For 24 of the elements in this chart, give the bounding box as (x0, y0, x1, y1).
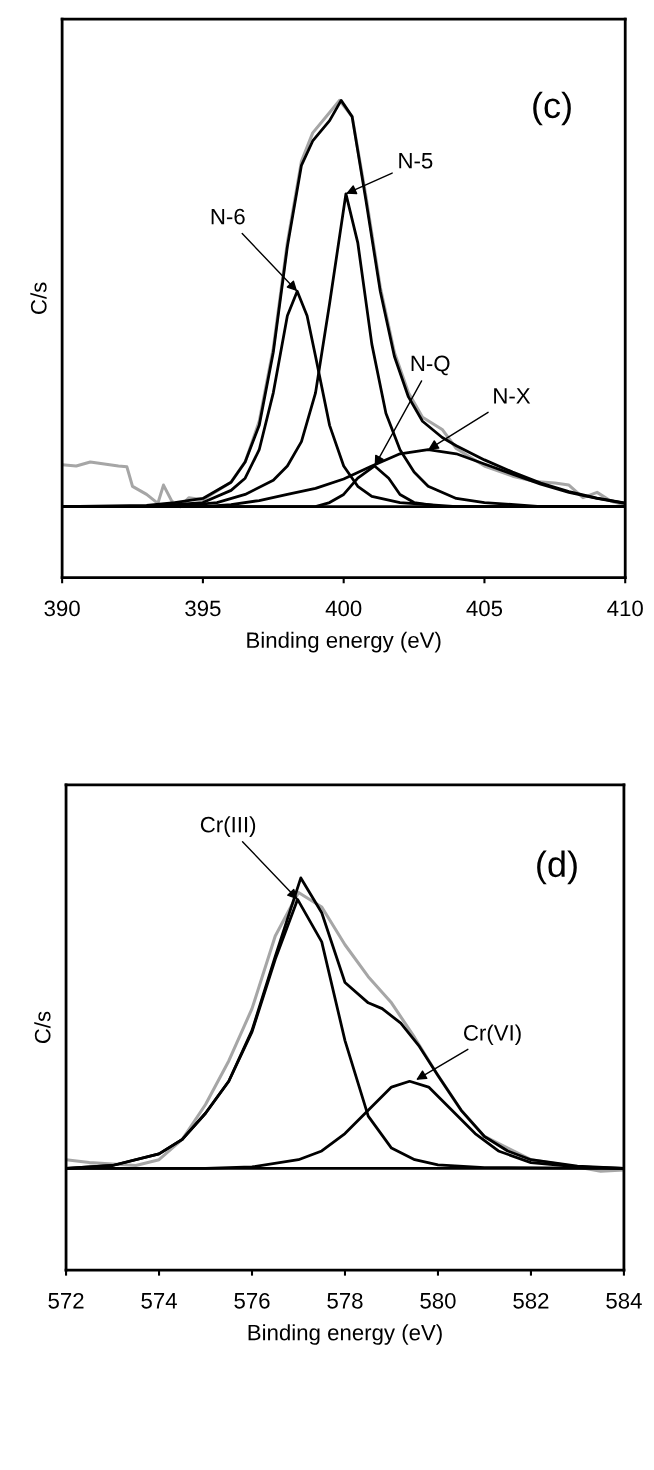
x-tick-label: 582 (513, 1292, 549, 1309)
x-tick-label: 576 (234, 1292, 270, 1309)
x-tick-label: 580 (420, 1292, 456, 1309)
annotation: (c) (533, 91, 571, 126)
annotation: Cr(VI) (464, 1024, 521, 1046)
annotation: N-6 (211, 208, 245, 225)
x-tick-label: 572 (48, 1292, 84, 1309)
y-axis-title: C/s (34, 1011, 51, 1044)
x-tick-label: 390 (44, 600, 80, 617)
x-tick-label: 405 (466, 600, 503, 617)
annotation: Cr(III) (200, 816, 256, 837)
x-tick-label: 574 (141, 1293, 177, 1309)
x-tick-label: 395 (185, 600, 221, 617)
x-axis-title: Binding energy (eV) (248, 1324, 442, 1345)
x-axis-title: Binding energy (eV) (247, 631, 441, 653)
annotation: N-Q (411, 355, 450, 376)
annotation: N-5 (399, 153, 433, 169)
annotation: N-X (494, 388, 531, 404)
x-tick-label: 584 (606, 1292, 642, 1309)
annotation: (d) (537, 850, 577, 885)
y-axis-title: C/s (30, 282, 47, 314)
x-tick-label: 578 (327, 1292, 363, 1309)
x-tick-label: 410 (607, 600, 643, 617)
x-tick-label: 400 (325, 600, 362, 617)
